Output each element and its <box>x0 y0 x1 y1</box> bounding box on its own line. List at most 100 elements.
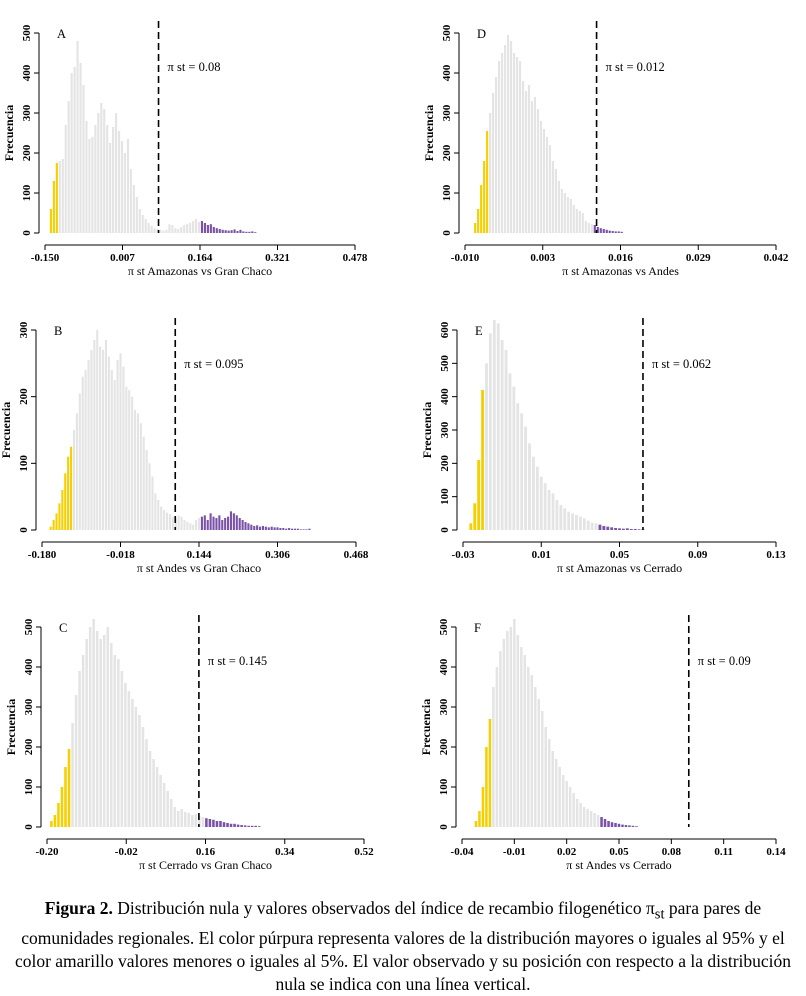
histogram-bar <box>496 323 500 530</box>
histogram-bar <box>106 125 109 233</box>
histogram-bar <box>173 807 176 827</box>
histogram-bar <box>120 671 124 827</box>
histogram-bar <box>256 525 259 530</box>
histogram-bar <box>52 520 55 530</box>
histogram-bar <box>567 511 571 530</box>
histogram-bar <box>102 635 106 827</box>
histogram-bar <box>568 787 572 827</box>
histogram-bar <box>598 524 602 530</box>
histogram-bar <box>571 513 574 530</box>
y-tick-label: 300 <box>21 104 33 121</box>
histogram-bar <box>64 767 67 827</box>
panel-letter: D <box>477 27 486 41</box>
histogram-bar <box>113 380 116 530</box>
histogram-bar <box>165 512 169 530</box>
histogram-bar <box>218 229 221 233</box>
histogram-bar <box>222 822 226 827</box>
histogram-bar <box>229 823 233 827</box>
histogram-bar <box>61 490 64 530</box>
histogram-bar <box>115 113 118 233</box>
x-axis-label: π st Amazonas vs Andes <box>562 264 679 278</box>
histogram-bar <box>96 330 99 530</box>
histogram-bar <box>110 643 113 827</box>
histogram-bar <box>566 197 569 233</box>
histogram-bar <box>285 528 288 530</box>
histogram-bar <box>226 823 229 827</box>
histogram-bar <box>293 528 296 530</box>
histogram-bar <box>617 823 621 827</box>
histogram-bar <box>186 224 189 233</box>
histogram-panel-e: π st = 0.062 E -0.03 0.01 0.05 0.09 0.13 π st A… <box>420 318 786 575</box>
histogram-bar <box>247 825 250 827</box>
y-tick-label: 600 <box>439 321 451 338</box>
histogram-bar <box>481 787 485 827</box>
histogram-bar <box>61 159 64 233</box>
histogram-bar <box>477 209 480 233</box>
histogram-bar <box>189 223 192 233</box>
histogram-bar <box>227 516 230 530</box>
histogram-bar <box>79 63 82 233</box>
y-axis-label: Frecuencia <box>422 105 436 161</box>
y-tick-label: 300 <box>18 321 30 338</box>
histogram-bar <box>308 528 311 530</box>
histogram-bar <box>611 231 614 233</box>
histogram-bar <box>138 715 141 827</box>
histogram-bar <box>540 711 544 827</box>
histogram-bar <box>279 528 282 530</box>
histogram-bar <box>67 456 70 530</box>
histogram-bar <box>197 221 201 233</box>
histogram-bar <box>244 522 247 530</box>
x-tick-label: 0.05 <box>610 549 630 561</box>
histogram-bar <box>235 515 238 530</box>
histogram-bar <box>171 225 174 233</box>
y-tick-label: 200 <box>18 388 30 405</box>
histogram-bar <box>276 527 279 530</box>
y-tick-label: 300 <box>439 421 451 438</box>
histogram-bar <box>558 767 561 827</box>
histogram-bar <box>78 671 81 827</box>
x-tick-label: 0.478 <box>343 252 368 264</box>
histogram-bar <box>257 826 261 827</box>
histogram-bar <box>126 139 129 233</box>
histogram-bar <box>84 370 87 530</box>
histogram-bar <box>547 490 551 530</box>
histogram-bar <box>162 783 166 827</box>
histogram-bar <box>530 101 534 233</box>
x-tick-label: 0.14 <box>766 846 786 858</box>
histogram-bar <box>145 739 148 827</box>
histogram-bar <box>142 436 145 530</box>
histogram-bar <box>238 518 241 530</box>
histogram-bar <box>87 360 90 530</box>
histogram-bar <box>233 229 236 233</box>
x-tick-label: 0.01 <box>532 549 551 561</box>
histogram-bar <box>506 35 510 233</box>
histogram-bar <box>625 528 629 530</box>
histogram-bar <box>555 500 559 530</box>
histogram-bar <box>50 821 53 827</box>
histogram-bar <box>578 516 582 530</box>
histogram-bar <box>156 229 159 233</box>
histogram-bar <box>200 516 203 530</box>
histogram-bar <box>603 819 607 827</box>
y-tick-label: 200 <box>439 455 451 472</box>
histogram-bar <box>499 651 502 827</box>
histogram-bar <box>100 103 103 233</box>
histogram-bar <box>85 121 88 233</box>
histogram-bar <box>187 813 191 827</box>
x-axis-label: π st Andes vs Cerrado <box>566 858 671 872</box>
histogram-bar <box>112 127 115 233</box>
histogram-bar <box>183 520 186 530</box>
histogram-bar <box>94 125 97 233</box>
histogram-bar <box>543 483 547 530</box>
histogram-bar <box>245 231 248 233</box>
histogram-bar <box>236 824 240 827</box>
histogram-bar <box>133 410 137 530</box>
histogram-bar <box>116 360 119 530</box>
histogram-bar <box>524 91 528 233</box>
caption-text-before: Distribución nula y valores observados d… <box>117 898 655 918</box>
histogram-bar <box>551 751 554 827</box>
histogram-panel-c: π st = 0.145 C -0.20 -0.02 0.16 0.34 0.52 π st … <box>4 615 374 872</box>
x-axis-label: π st Amazonas vs Cerrado <box>557 561 682 575</box>
panel-letter: A <box>57 27 66 41</box>
histogram-bar <box>478 811 481 827</box>
